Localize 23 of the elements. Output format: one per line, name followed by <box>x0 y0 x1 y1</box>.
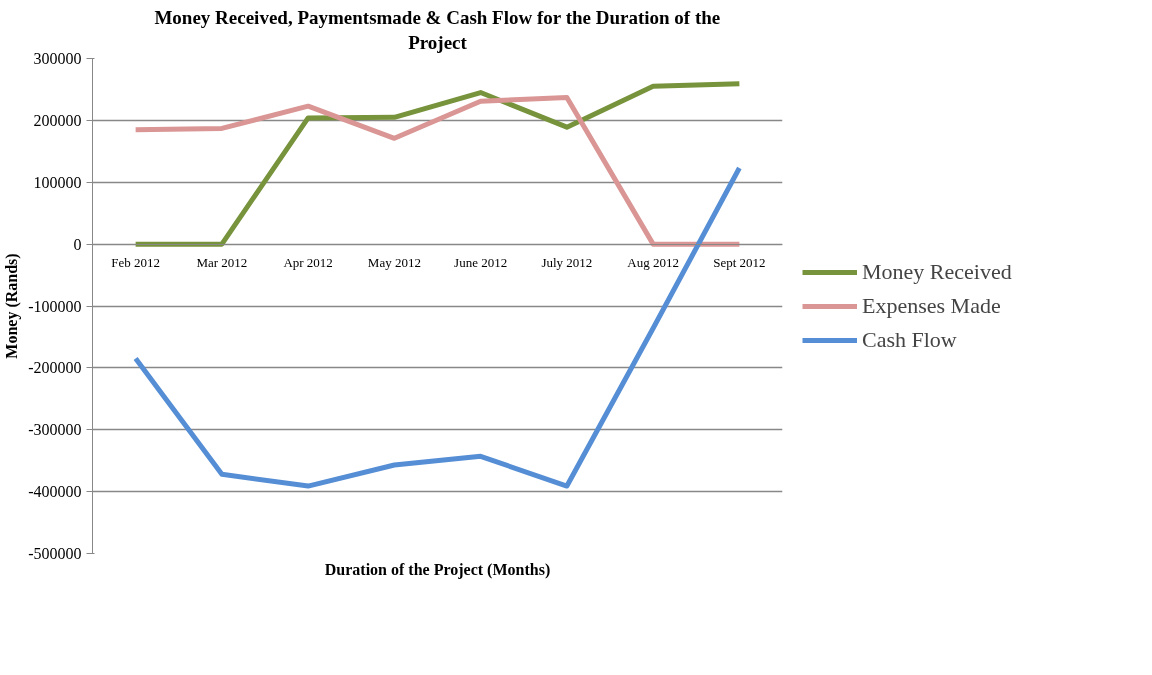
x-tick-label: Aug 2012 <box>627 255 679 271</box>
y-tick-label: -400000 <box>28 483 82 501</box>
y-tick-label: 0 <box>73 235 82 253</box>
x-tick-label: July 2012 <box>541 255 593 271</box>
x-tick-label: May 2012 <box>367 255 421 271</box>
x-tick-label: Sept 2012 <box>713 255 766 271</box>
y-tick-label: 200000 <box>33 111 82 129</box>
y-tick-label: 100000 <box>33 173 82 191</box>
x-tick-label: Mar 2012 <box>196 255 248 271</box>
legend-label: Money Received <box>862 258 1012 285</box>
x-tick-label: Feb 2012 <box>111 255 160 271</box>
y-tick-label: 300000 <box>33 50 82 67</box>
y-tick-label: -500000 <box>28 545 82 562</box>
legend-label: Expenses Made <box>862 292 1001 319</box>
y-tick-label: -100000 <box>28 297 82 315</box>
y-tick-label: -200000 <box>28 359 82 377</box>
chart-title: Money Received, Paymentsmade & Cash Flow for the Duration of the Project <box>154 7 721 54</box>
y-axis-title: Money (Rands) <box>3 253 22 359</box>
x-tick-label: June 2012 <box>454 255 508 271</box>
y-tick-label: -300000 <box>28 421 82 439</box>
x-axis-title: Duration of the Project (Months) <box>324 560 551 579</box>
x-tick-label: Apr 2012 <box>283 255 333 271</box>
legend-label: Cash Flow <box>862 326 957 353</box>
